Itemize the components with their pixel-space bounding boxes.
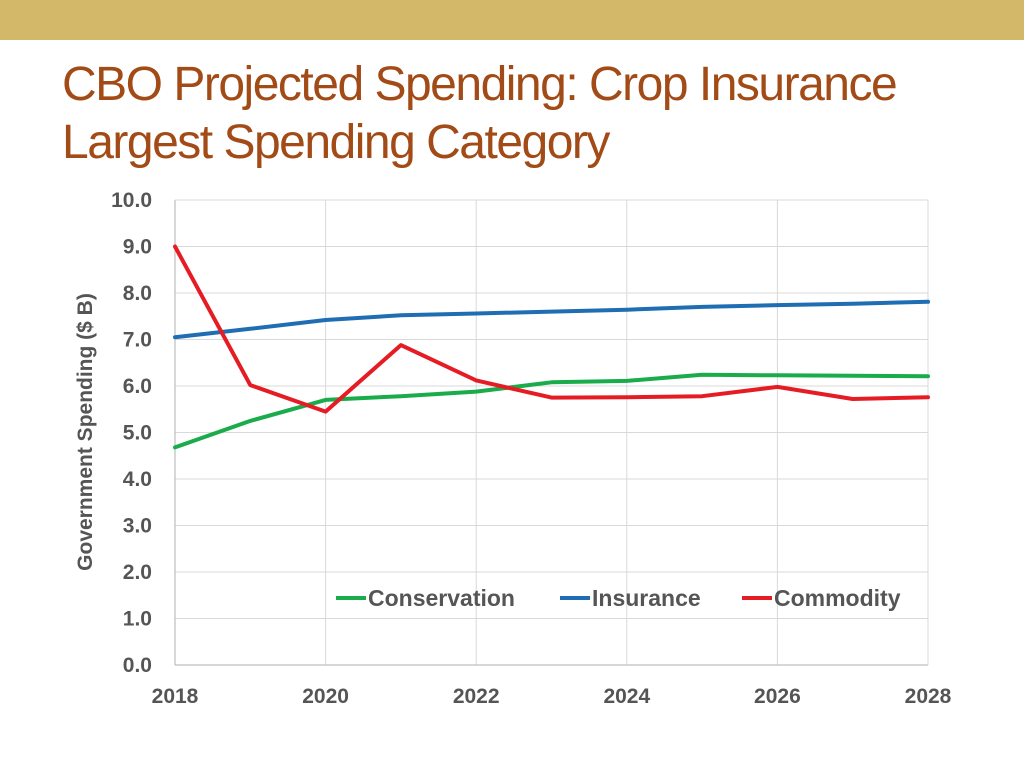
x-tick-label: 2020 bbox=[302, 685, 349, 708]
legend: Conservation Insurance Commodity bbox=[336, 585, 901, 611]
slide-title: CBO Projected Spending: Crop Insurance L… bbox=[62, 56, 1002, 172]
y-tick-label: 3.0 bbox=[123, 515, 152, 538]
y-tick-label: 9.0 bbox=[123, 236, 152, 259]
y-tick-label: 2.0 bbox=[123, 561, 152, 584]
legend-label-conservation: Conservation bbox=[368, 585, 515, 611]
x-tick-label: 2018 bbox=[152, 685, 199, 708]
axes bbox=[174, 200, 928, 666]
y-tick-label: 8.0 bbox=[123, 282, 152, 305]
series-line-insurance bbox=[173, 299, 930, 340]
y-tick-label: 0.0 bbox=[123, 654, 152, 677]
x-tick-label: 2024 bbox=[603, 685, 650, 708]
series-lines bbox=[173, 244, 930, 450]
x-axis-ticks: 2018 2020 2022 2024 2026 2028 bbox=[152, 685, 952, 708]
legend-label-commodity: Commodity bbox=[774, 585, 901, 611]
y-tick-label: 1.0 bbox=[123, 608, 152, 631]
slide-title-line-2: Largest Spending Category bbox=[62, 116, 610, 169]
y-tick-label: 10.0 bbox=[111, 189, 152, 212]
y-axis-label: Government Spending ($ B) bbox=[74, 293, 97, 571]
slide-title-line-1: CBO Projected Spending: Crop Insurance bbox=[62, 58, 898, 111]
y-tick-label: 7.0 bbox=[123, 329, 152, 352]
x-tick-label: 2022 bbox=[453, 685, 500, 708]
x-tick-label: 2028 bbox=[905, 685, 952, 708]
y-tick-label: 6.0 bbox=[123, 375, 152, 398]
header-accent-bar bbox=[0, 0, 1024, 40]
series-line-conservation bbox=[173, 372, 930, 450]
gridlines bbox=[175, 199, 929, 665]
y-tick-label: 4.0 bbox=[123, 468, 152, 491]
legend-label-insurance: Insurance bbox=[592, 585, 701, 611]
x-tick-label: 2026 bbox=[754, 685, 801, 708]
y-tick-label: 5.0 bbox=[123, 422, 152, 445]
y-axis-ticks: 0.0 1.0 2.0 3.0 4.0 5.0 6.0 7.0 8.0 9.0 10.0 bbox=[111, 189, 152, 677]
series-line-commodity bbox=[173, 244, 930, 414]
